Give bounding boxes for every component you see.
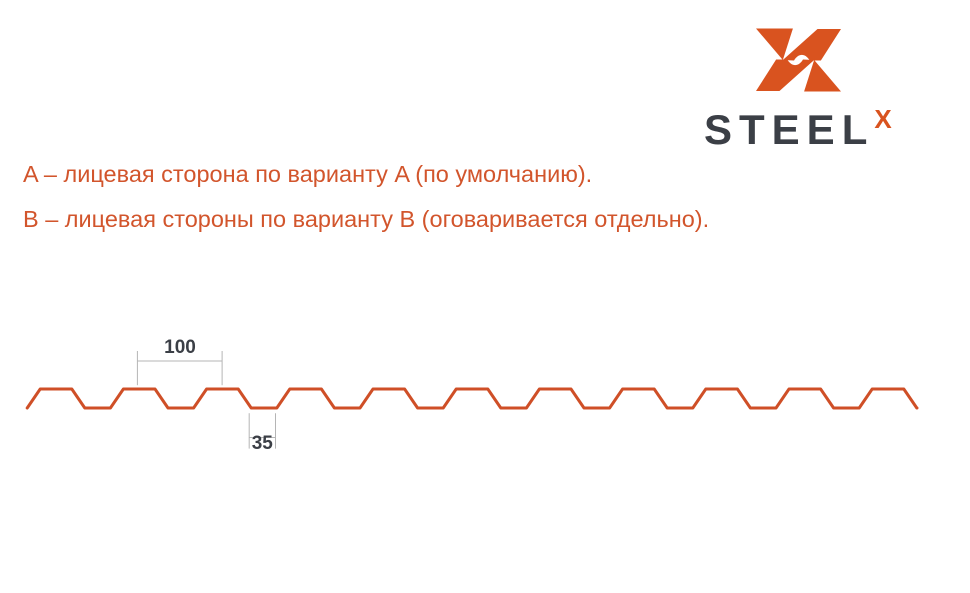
svg-text:35: 35 [252, 433, 274, 454]
svg-text:100: 100 [164, 337, 196, 358]
